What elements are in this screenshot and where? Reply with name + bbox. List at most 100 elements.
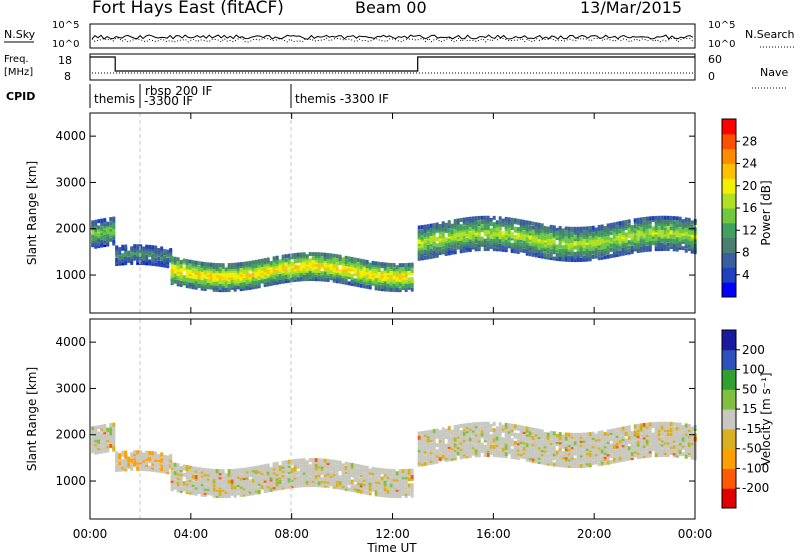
velocity-cell <box>112 424 116 429</box>
velocity-cell <box>564 459 568 464</box>
velocity-cell <box>377 486 381 491</box>
velocity-cell <box>417 448 421 453</box>
velocity-cell <box>281 481 285 486</box>
velocity-cell <box>606 456 610 461</box>
power-cell <box>678 235 682 240</box>
velocity-cell <box>588 448 592 453</box>
power-cell <box>459 238 463 243</box>
velocity-cell <box>567 434 571 439</box>
cpid-panel: CPID themis rbsp 200 IF -3300 IF themis … <box>6 84 389 108</box>
power-cell <box>594 231 598 236</box>
velocity-cell <box>221 471 225 476</box>
power-cell <box>218 275 222 280</box>
velocity-cell <box>558 446 562 451</box>
velocity-cell <box>278 484 282 489</box>
velocity-cell <box>546 434 550 439</box>
velocity-cell <box>206 480 210 485</box>
power-cell <box>612 232 616 237</box>
power-cell <box>290 278 294 283</box>
velocity-cell <box>362 469 366 474</box>
velocity-cell <box>513 449 517 454</box>
velocity-cell <box>606 441 610 446</box>
power-cell <box>266 276 270 281</box>
power-cell <box>305 264 309 269</box>
velocity-cell <box>407 470 411 475</box>
velocity-cell <box>308 480 312 485</box>
velocity-cell <box>215 481 219 486</box>
power-cell <box>329 255 333 260</box>
power-cell <box>606 244 610 249</box>
power-cell <box>257 263 261 268</box>
power-cell <box>423 245 427 250</box>
power-cell <box>145 261 149 266</box>
velocity-cell <box>257 477 261 482</box>
power-cell <box>236 268 240 273</box>
velocity-cell <box>407 491 411 496</box>
power-cell <box>109 233 113 238</box>
power-cell <box>106 234 110 239</box>
velocity-cell <box>242 476 246 481</box>
velocity-cell <box>684 446 688 451</box>
power-cell <box>311 274 315 279</box>
power-cell <box>645 216 649 221</box>
power-cell <box>648 247 652 252</box>
velocity-cell <box>426 457 430 462</box>
velocity-cell <box>200 488 204 493</box>
velocity-cell <box>534 438 538 443</box>
velocity-cell <box>591 442 595 447</box>
power-cell <box>627 231 631 236</box>
velocity-cell <box>495 444 499 449</box>
power-cell <box>468 231 472 236</box>
velocity-cell <box>579 459 583 464</box>
velocity-cell <box>519 450 523 455</box>
power-cell <box>383 272 387 277</box>
velocity-cell <box>142 454 146 459</box>
velocity-cell <box>459 442 463 447</box>
power-cell <box>260 271 264 276</box>
power-cell <box>501 233 505 238</box>
power-cell <box>444 245 448 250</box>
power-cell <box>663 215 667 220</box>
velocity-cell <box>468 443 472 448</box>
velocity-cell <box>549 441 553 446</box>
power-cell <box>660 230 664 235</box>
velocity-cell <box>450 438 454 443</box>
velocity-cell <box>281 477 285 482</box>
power-cell <box>200 263 204 268</box>
velocity-cell <box>456 439 460 444</box>
power-cell <box>474 239 478 244</box>
power-cell <box>594 233 598 238</box>
velocity-cell <box>513 451 517 456</box>
power-cell <box>383 268 387 273</box>
power-cell <box>498 232 502 237</box>
power-cell <box>537 251 541 256</box>
velocity-cell <box>468 453 472 458</box>
power-cell <box>474 245 478 250</box>
power-cell <box>453 239 457 244</box>
power-cell <box>305 275 309 280</box>
colorbar-tick-label: -15 <box>742 422 762 436</box>
power-cell <box>151 259 155 264</box>
velocity-cell <box>459 434 463 439</box>
power-cell <box>245 275 249 280</box>
power-cell <box>621 220 625 225</box>
power-cell <box>221 275 225 280</box>
power-cell <box>474 228 478 233</box>
velocity-cell <box>435 453 439 458</box>
velocity-cell <box>543 440 547 445</box>
power-cell <box>353 270 357 275</box>
velocity-cell <box>417 460 421 465</box>
velocity-cell <box>525 443 529 448</box>
power-cell <box>450 223 454 228</box>
velocity-cell <box>103 434 107 439</box>
power-cell <box>657 238 661 243</box>
velocity-cell <box>269 487 273 492</box>
velocity-cell <box>621 434 625 439</box>
velocity-cell <box>453 439 457 444</box>
velocity-cell <box>540 429 544 434</box>
power-cell <box>356 274 360 279</box>
power-cell <box>127 252 131 257</box>
power-cell <box>356 258 360 263</box>
velocity-cell <box>200 469 204 474</box>
power-cell <box>483 215 487 220</box>
